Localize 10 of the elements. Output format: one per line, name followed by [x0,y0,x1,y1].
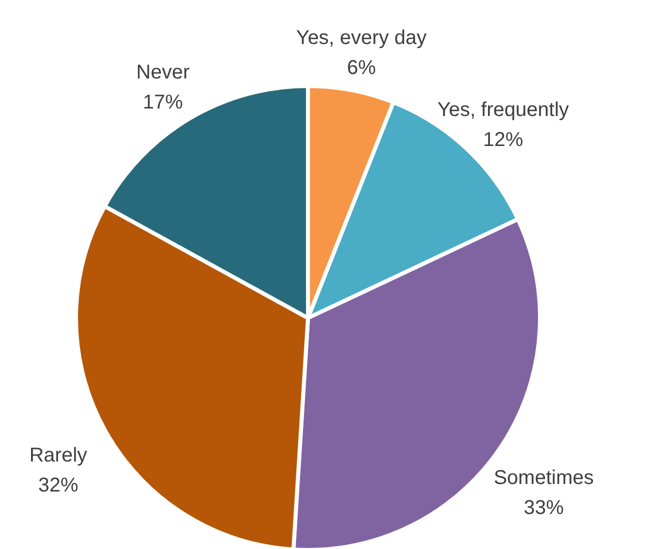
data-label: 33% [524,497,564,520]
slice-label: Yes, every day [296,27,427,50]
data-label: 12% [483,129,524,152]
data-label: 17% [142,92,184,114]
data-label: 32% [38,474,78,496]
slice-label: Yes, frequently [437,99,569,122]
slice-label: Rarely [29,444,88,466]
slice-label: Never [136,62,190,84]
slice-label: Sometimes [494,467,594,490]
data-label: 6% [346,57,376,80]
